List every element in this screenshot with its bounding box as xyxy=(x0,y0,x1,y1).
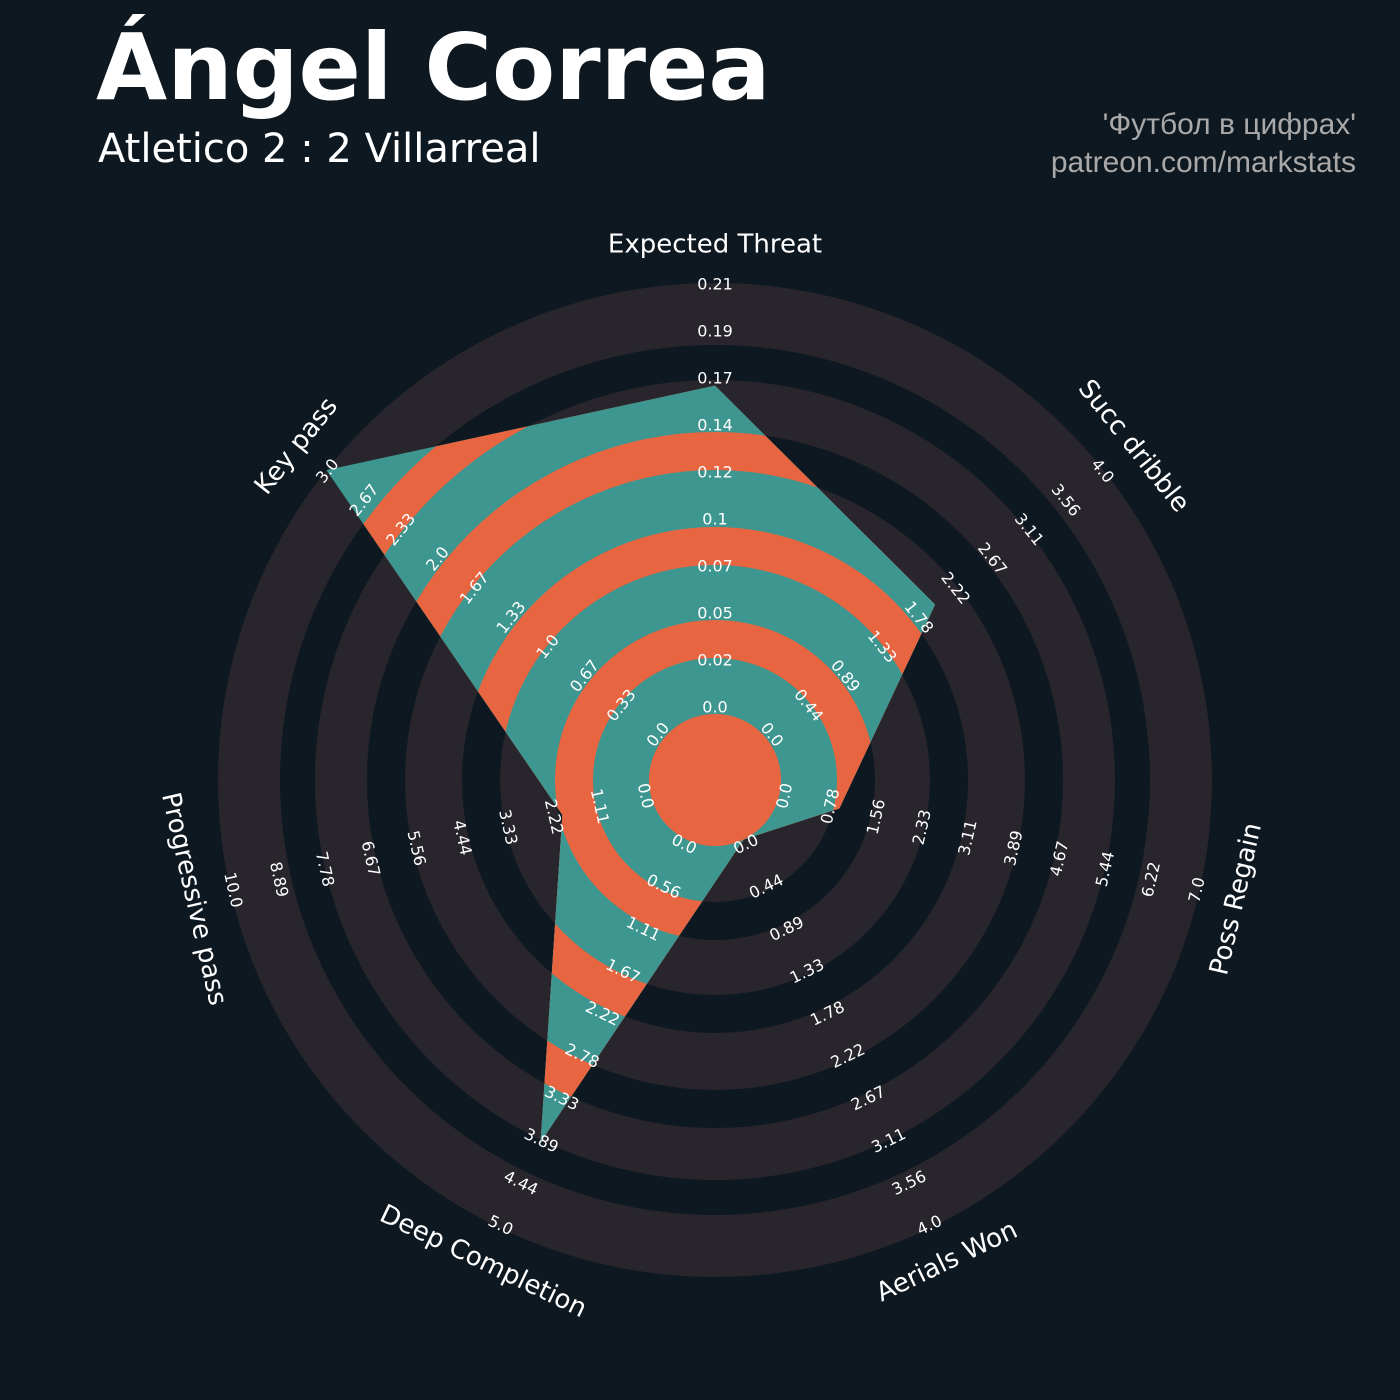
range-label: 0.02 xyxy=(697,651,733,670)
range-label: 0.05 xyxy=(697,604,733,623)
range-label: 0.0 xyxy=(702,698,727,717)
range-label: 0.14 xyxy=(697,416,733,435)
param-label: Poss Regain xyxy=(1204,820,1268,978)
credit-line-1: 'Футбол в цифрах' xyxy=(1102,108,1356,141)
range-label: 0.21 xyxy=(697,275,733,294)
range-label: 0.12 xyxy=(697,463,733,482)
credit-line-2: patreon.com/markstats xyxy=(1050,146,1356,179)
range-label: 0.07 xyxy=(697,557,733,576)
range-label: 0.17 xyxy=(697,369,733,388)
param-label: Expected Threat xyxy=(608,230,822,260)
range-label: 0.1 xyxy=(702,510,727,529)
player-name-title: Ángel Correa xyxy=(96,14,771,121)
center-disk xyxy=(649,714,781,846)
match-subtitle: Atletico 2 : 2 Villarreal xyxy=(98,126,541,172)
range-label: 0.19 xyxy=(697,322,733,341)
